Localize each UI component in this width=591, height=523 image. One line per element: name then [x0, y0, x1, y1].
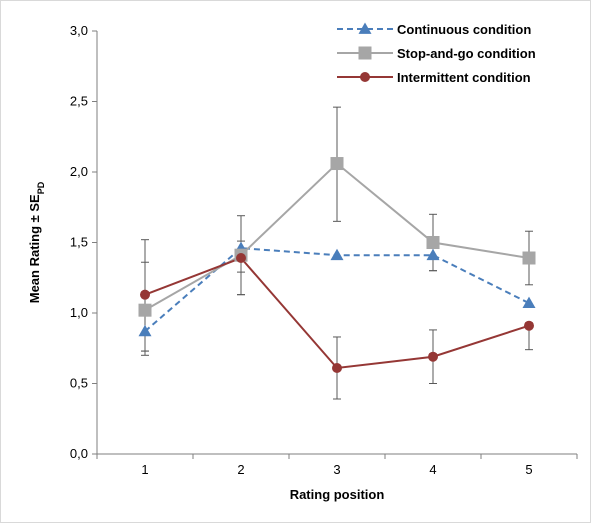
intermittent-condition-point	[524, 320, 534, 331]
legend-label-stop-and-go-condition: Stop-and-go condition	[397, 46, 536, 61]
continuous-condition-line	[144, 247, 530, 333]
stop-and-go-condition-point	[426, 236, 440, 249]
y-tick-label: 3,0	[70, 23, 88, 38]
y-axis-title: Mean Rating ± SEPD	[27, 181, 46, 303]
legend-label-continuous-condition: Continuous condition	[397, 22, 531, 37]
y-tick-label: 2,5	[70, 94, 88, 109]
stop-and-go-condition-point	[330, 157, 344, 171]
intermittent-condition-point	[332, 362, 342, 373]
x-tick-label: 2	[237, 462, 244, 477]
legend-marker-intermittent-condition	[360, 72, 370, 82]
stop-and-go-condition-point	[138, 303, 152, 317]
x-tick-label: 3	[333, 462, 340, 477]
x-axis-title: Rating position	[290, 487, 385, 502]
intermittent-condition-point	[140, 289, 150, 300]
y-tick-label: 1,0	[70, 305, 88, 320]
stop-and-go-condition-point	[522, 251, 536, 265]
legend-marker-continuous-condition	[358, 22, 372, 34]
axes: 0,0 0,5 1,0 1,5 2,0 2,5 3,0 1 2 3 4 5	[70, 23, 578, 477]
y-tick-label: 2,0	[70, 164, 88, 179]
x-tick-label: 5	[525, 462, 532, 477]
series-markers	[138, 157, 536, 373]
continuous-condition-point	[138, 324, 152, 337]
x-tick-label: 4	[429, 462, 436, 477]
continuous-condition-point	[330, 248, 344, 261]
legend-marker-stop-and-go-condition	[358, 46, 372, 60]
y-tick-label: 0,5	[70, 376, 88, 391]
y-axis-title-subscript: PD	[36, 181, 46, 194]
legend-label-intermittent-condition: Intermittent condition	[397, 70, 531, 85]
continuous-condition-point	[522, 296, 536, 309]
y-tick-label: 1,5	[70, 235, 88, 250]
x-tick-label: 1	[141, 462, 148, 477]
y-tick-label: 0,0	[70, 446, 88, 461]
continuous-condition-point	[426, 248, 440, 261]
legend: Continuous condition Stop-and-go conditio…	[337, 22, 536, 85]
intermittent-condition-point	[428, 351, 438, 362]
intermittent-condition-point	[236, 253, 246, 264]
